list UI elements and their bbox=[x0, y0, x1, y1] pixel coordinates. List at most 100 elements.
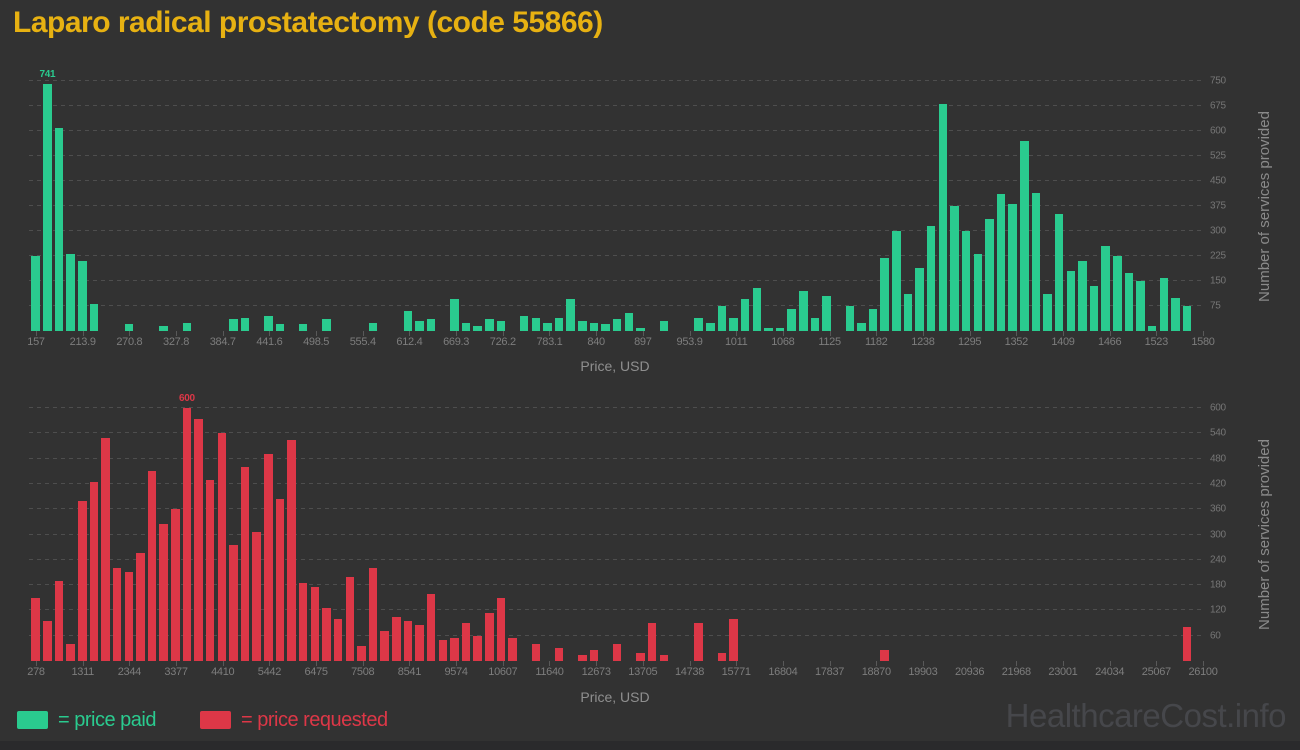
histogram-bar-price-paid[interactable] bbox=[659, 321, 668, 331]
histogram-bar-price-requested[interactable] bbox=[194, 418, 203, 661]
histogram-bar-price-paid[interactable] bbox=[589, 322, 599, 331]
histogram-bar-price-requested[interactable] bbox=[694, 623, 703, 661]
histogram-bar-price-paid[interactable] bbox=[857, 322, 866, 331]
histogram-bar-price-paid[interactable] bbox=[752, 287, 762, 331]
histogram-bar-price-requested[interactable] bbox=[880, 650, 889, 661]
histogram-bar-price-paid[interactable] bbox=[485, 319, 494, 331]
histogram-bar-price-paid[interactable] bbox=[1101, 246, 1110, 331]
histogram-bar-price-requested[interactable] bbox=[322, 608, 331, 661]
histogram-bar-price-paid[interactable] bbox=[66, 254, 75, 331]
histogram-bar-price-paid[interactable] bbox=[950, 206, 959, 331]
histogram-bar-price-paid[interactable] bbox=[1147, 326, 1157, 331]
histogram-bar-price-paid[interactable] bbox=[415, 321, 424, 331]
histogram-bar-price-paid[interactable] bbox=[938, 104, 948, 331]
histogram-bar-price-requested[interactable] bbox=[426, 593, 436, 661]
histogram-bar-price-paid[interactable] bbox=[706, 322, 715, 331]
histogram-bar-price-requested[interactable] bbox=[345, 576, 354, 661]
histogram-bar-price-paid[interactable] bbox=[264, 316, 273, 331]
histogram-bar-price-paid[interactable] bbox=[903, 294, 913, 331]
histogram-bar-price-paid[interactable] bbox=[159, 326, 168, 331]
histogram-bar-price-paid[interactable] bbox=[531, 317, 541, 331]
histogram-bar-price-requested[interactable] bbox=[473, 635, 482, 661]
histogram-bar-price-requested[interactable] bbox=[357, 646, 366, 661]
histogram-bar-price-paid[interactable] bbox=[612, 319, 622, 331]
histogram-bar-price-paid[interactable] bbox=[1054, 214, 1064, 331]
histogram-bar-price-paid[interactable] bbox=[1078, 261, 1087, 331]
histogram-bar-price-requested[interactable] bbox=[66, 644, 75, 661]
histogram-bar-price-requested[interactable] bbox=[659, 654, 668, 661]
histogram-bar-price-paid[interactable] bbox=[868, 309, 878, 331]
histogram-bar-price-paid[interactable] bbox=[496, 321, 506, 331]
histogram-bar-price-paid[interactable] bbox=[810, 317, 820, 331]
histogram-bar-price-paid[interactable] bbox=[717, 306, 727, 331]
histogram-bar-price-paid[interactable] bbox=[961, 231, 971, 331]
histogram-bar-price-requested[interactable] bbox=[159, 523, 168, 661]
histogram-bar-price-paid[interactable] bbox=[368, 322, 378, 331]
histogram-bar-price-requested[interactable] bbox=[264, 454, 273, 661]
histogram-bar-price-paid[interactable] bbox=[915, 267, 924, 331]
histogram-bar-price-paid[interactable] bbox=[775, 327, 785, 331]
histogram-bar-price-paid[interactable] bbox=[275, 324, 285, 331]
histogram-bar-price-paid[interactable] bbox=[624, 312, 634, 331]
histogram-bar-price-requested[interactable] bbox=[310, 587, 320, 661]
histogram-bar-price-requested[interactable] bbox=[380, 631, 389, 661]
histogram-bar-price-paid[interactable] bbox=[601, 324, 610, 331]
histogram-bar-price-paid[interactable] bbox=[403, 311, 413, 331]
histogram-bar-price-requested[interactable] bbox=[112, 568, 122, 661]
histogram-bar-price-paid[interactable] bbox=[473, 326, 482, 331]
histogram-bar-price-paid[interactable] bbox=[1031, 192, 1041, 331]
histogram-bar-price-paid[interactable] bbox=[461, 322, 471, 331]
histogram-bar-price-paid[interactable] bbox=[1171, 297, 1180, 331]
histogram-bar-price-paid[interactable] bbox=[450, 299, 459, 331]
histogram-bar-price-paid[interactable] bbox=[787, 309, 796, 331]
histogram-bar-price-paid[interactable] bbox=[927, 226, 936, 331]
histogram-bar-price-paid[interactable] bbox=[31, 256, 40, 331]
histogram-bar-price-paid[interactable] bbox=[764, 327, 773, 331]
histogram-bar-price-requested[interactable] bbox=[287, 439, 296, 661]
histogram-bar-price-paid[interactable] bbox=[799, 291, 808, 331]
histogram-bar-price-paid[interactable] bbox=[822, 296, 831, 331]
histogram-bar-price-requested[interactable] bbox=[485, 612, 494, 661]
histogram-bar-price-paid[interactable] bbox=[1043, 294, 1052, 331]
histogram-bar-price-paid[interactable] bbox=[43, 84, 52, 331]
histogram-bar-price-requested[interactable] bbox=[78, 500, 87, 661]
histogram-bar-price-requested[interactable] bbox=[1182, 627, 1192, 661]
histogram-bar-price-requested[interactable] bbox=[89, 481, 99, 661]
histogram-bar-price-requested[interactable] bbox=[415, 625, 424, 661]
histogram-bar-price-paid[interactable] bbox=[1113, 256, 1122, 331]
histogram-bar-price-paid[interactable] bbox=[636, 327, 645, 331]
histogram-bar-price-requested[interactable] bbox=[729, 618, 738, 661]
histogram-bar-price-requested[interactable] bbox=[43, 620, 52, 661]
histogram-bar-price-paid[interactable] bbox=[694, 317, 703, 331]
histogram-bar-price-paid[interactable] bbox=[1136, 281, 1145, 331]
histogram-bar-price-paid[interactable] bbox=[240, 317, 250, 331]
histogram-bar-price-paid[interactable] bbox=[1066, 271, 1076, 331]
histogram-bar-price-requested[interactable] bbox=[438, 639, 448, 661]
histogram-bar-price-requested[interactable] bbox=[205, 479, 215, 661]
histogram-bar-price-requested[interactable] bbox=[612, 644, 622, 661]
histogram-bar-price-paid[interactable] bbox=[729, 317, 738, 331]
histogram-bar-price-requested[interactable] bbox=[554, 648, 564, 661]
histogram-bar-price-requested[interactable] bbox=[31, 597, 40, 661]
histogram-bar-price-requested[interactable] bbox=[182, 408, 192, 661]
histogram-bar-price-paid[interactable] bbox=[298, 324, 308, 331]
histogram-bar-price-requested[interactable] bbox=[298, 583, 308, 661]
histogram-bar-price-requested[interactable] bbox=[531, 644, 541, 661]
histogram-bar-price-paid[interactable] bbox=[1008, 204, 1017, 331]
histogram-bar-price-paid[interactable] bbox=[54, 127, 64, 331]
histogram-bar-price-paid[interactable] bbox=[229, 319, 238, 331]
histogram-bar-price-requested[interactable] bbox=[101, 437, 110, 661]
histogram-bar-price-paid[interactable] bbox=[880, 257, 889, 331]
histogram-bar-price-paid[interactable] bbox=[973, 254, 982, 331]
histogram-bar-price-requested[interactable] bbox=[450, 637, 459, 661]
histogram-bar-price-paid[interactable] bbox=[1124, 272, 1134, 331]
histogram-bar-price-requested[interactable] bbox=[229, 545, 238, 661]
histogram-bar-price-paid[interactable] bbox=[1020, 141, 1029, 331]
histogram-bar-price-requested[interactable] bbox=[589, 650, 599, 661]
histogram-bar-price-paid[interactable] bbox=[426, 319, 436, 331]
histogram-bar-price-paid[interactable] bbox=[845, 306, 855, 331]
histogram-bar-price-requested[interactable] bbox=[461, 623, 471, 661]
histogram-bar-price-requested[interactable] bbox=[508, 637, 517, 661]
histogram-bar-price-paid[interactable] bbox=[1159, 277, 1169, 331]
histogram-bar-price-paid[interactable] bbox=[182, 322, 192, 331]
